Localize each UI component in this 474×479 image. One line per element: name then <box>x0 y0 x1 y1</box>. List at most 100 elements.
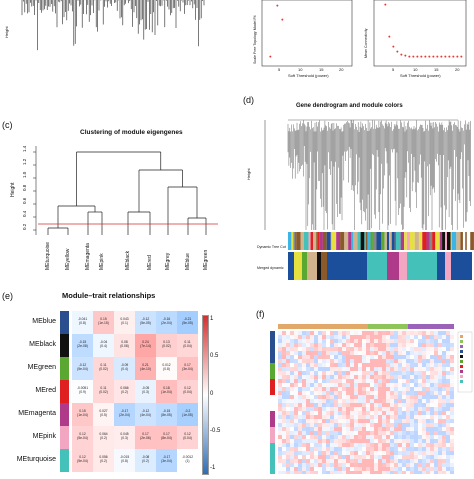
f-heat-cell <box>294 459 298 463</box>
f-heat-cell <box>398 331 402 335</box>
d-bar1-segment <box>450 232 452 250</box>
f-heat-cell <box>386 355 390 359</box>
f-heat-cell <box>394 451 398 455</box>
f-heat-cell <box>442 395 446 399</box>
f-heat-cell <box>446 431 450 435</box>
f-heat-cell <box>290 371 294 375</box>
f-legend-swatch <box>460 370 463 373</box>
f-heat-cell <box>450 395 454 399</box>
f-heat-cell <box>442 343 446 347</box>
e-heat-cell: -0.15 (8e-05) <box>156 403 177 426</box>
f-heat-cell <box>382 423 386 427</box>
f-heat-cell <box>294 375 298 379</box>
f-heat-cell <box>414 427 418 431</box>
f-heat-cell <box>442 383 446 387</box>
f-heat-cell <box>394 367 398 371</box>
f-heat-cell <box>430 411 434 415</box>
f-heat-cell <box>374 351 378 355</box>
f-heat-cell <box>374 359 378 363</box>
f-heat-cell <box>426 427 430 431</box>
f-heat-cell <box>346 439 350 443</box>
f-heat-cell <box>398 463 402 467</box>
f-heat-cell <box>306 407 310 411</box>
c-ytick-6: 1.4 <box>22 145 27 152</box>
f-heat-cell <box>278 359 282 363</box>
f-heat-cell <box>362 431 366 435</box>
f-heat-cell <box>438 427 442 431</box>
f-heat-cell <box>430 387 434 391</box>
f-heat-cell <box>350 331 354 335</box>
f-heat-cell <box>450 419 454 423</box>
f-heat-cell <box>314 371 318 375</box>
f-heat-cell <box>346 343 350 347</box>
e-heat-cell: -0.041 (0.8) <box>72 311 93 334</box>
f-heat-cell <box>442 403 446 407</box>
f-heat-cell <box>298 367 302 371</box>
f-heat-cell <box>426 339 430 343</box>
f-heat-cell <box>370 359 374 363</box>
f-heat-cell <box>286 407 290 411</box>
f-heat-cell <box>278 379 282 383</box>
f-heat-cell <box>318 427 322 431</box>
f-heat-cell <box>370 435 374 439</box>
f-heat-cell <box>286 423 290 427</box>
f-heat-cell <box>278 335 282 339</box>
f-heat-cell <box>414 459 418 463</box>
f-heat-cell <box>370 339 374 343</box>
f-heat-cell <box>382 463 386 467</box>
f-heat-cell <box>294 431 298 435</box>
f-heat-cell <box>390 459 394 463</box>
f-heat-cell <box>366 407 370 411</box>
f-heat-cell <box>450 359 454 363</box>
f-heat-cell <box>402 439 406 443</box>
f-heat-cell <box>286 439 290 443</box>
f-heat-cell <box>318 403 322 407</box>
f-heat-cell <box>282 347 286 351</box>
f-heat-cell <box>410 451 414 455</box>
f-heat-cell <box>354 347 358 351</box>
f-heat-cell <box>422 343 426 347</box>
f-heat-cell <box>350 419 354 423</box>
b-right-point: ● <box>384 2 387 7</box>
f-heat-cell <box>294 347 298 351</box>
f-heat-cell <box>370 367 374 371</box>
f-heat-cell <box>394 459 398 463</box>
f-heat-cell <box>390 427 394 431</box>
f-heat-cell <box>338 367 342 371</box>
f-heat-cell <box>378 335 382 339</box>
f-heat-cell <box>278 399 282 403</box>
f-heat-cell <box>426 403 430 407</box>
f-heat-cell <box>326 431 330 435</box>
f-heat-cell <box>354 399 358 403</box>
f-heat-cell <box>342 447 346 451</box>
f-heat-cell <box>366 415 370 419</box>
f-heat-cell <box>322 415 326 419</box>
f-heat-cell <box>314 363 318 367</box>
d-bar2-segment <box>317 252 321 280</box>
f-heat-cell <box>302 399 306 403</box>
f-heat-cell <box>418 447 422 451</box>
e-heat-cell: -0.09 (0.4) <box>114 357 135 380</box>
f-heat-cell <box>318 419 322 423</box>
b-left-xtick-3: 15 <box>319 67 324 72</box>
f-heat-cell <box>442 419 446 423</box>
d-bar1-segment <box>389 232 392 250</box>
f-heat-cell <box>318 451 322 455</box>
f-heat-cell <box>354 451 358 455</box>
f-heat-cell <box>406 435 410 439</box>
f-heat-cell <box>318 351 322 355</box>
f-heat-cell <box>430 463 434 467</box>
f-heat-cell <box>286 367 290 371</box>
f-heat-cell <box>358 431 362 435</box>
f-heat-cell <box>438 335 442 339</box>
f-heat-cell <box>378 471 382 475</box>
f-heat-cell <box>318 339 322 343</box>
f-heat-cell <box>358 423 362 427</box>
f-heat-cell <box>346 423 350 427</box>
f-heat-cell <box>402 463 406 467</box>
f-heat-cell <box>294 391 298 395</box>
f-heat-cell <box>338 355 342 359</box>
f-heat-cell <box>326 459 330 463</box>
f-heat-cell <box>326 379 330 383</box>
f-heat-cell <box>326 411 330 415</box>
